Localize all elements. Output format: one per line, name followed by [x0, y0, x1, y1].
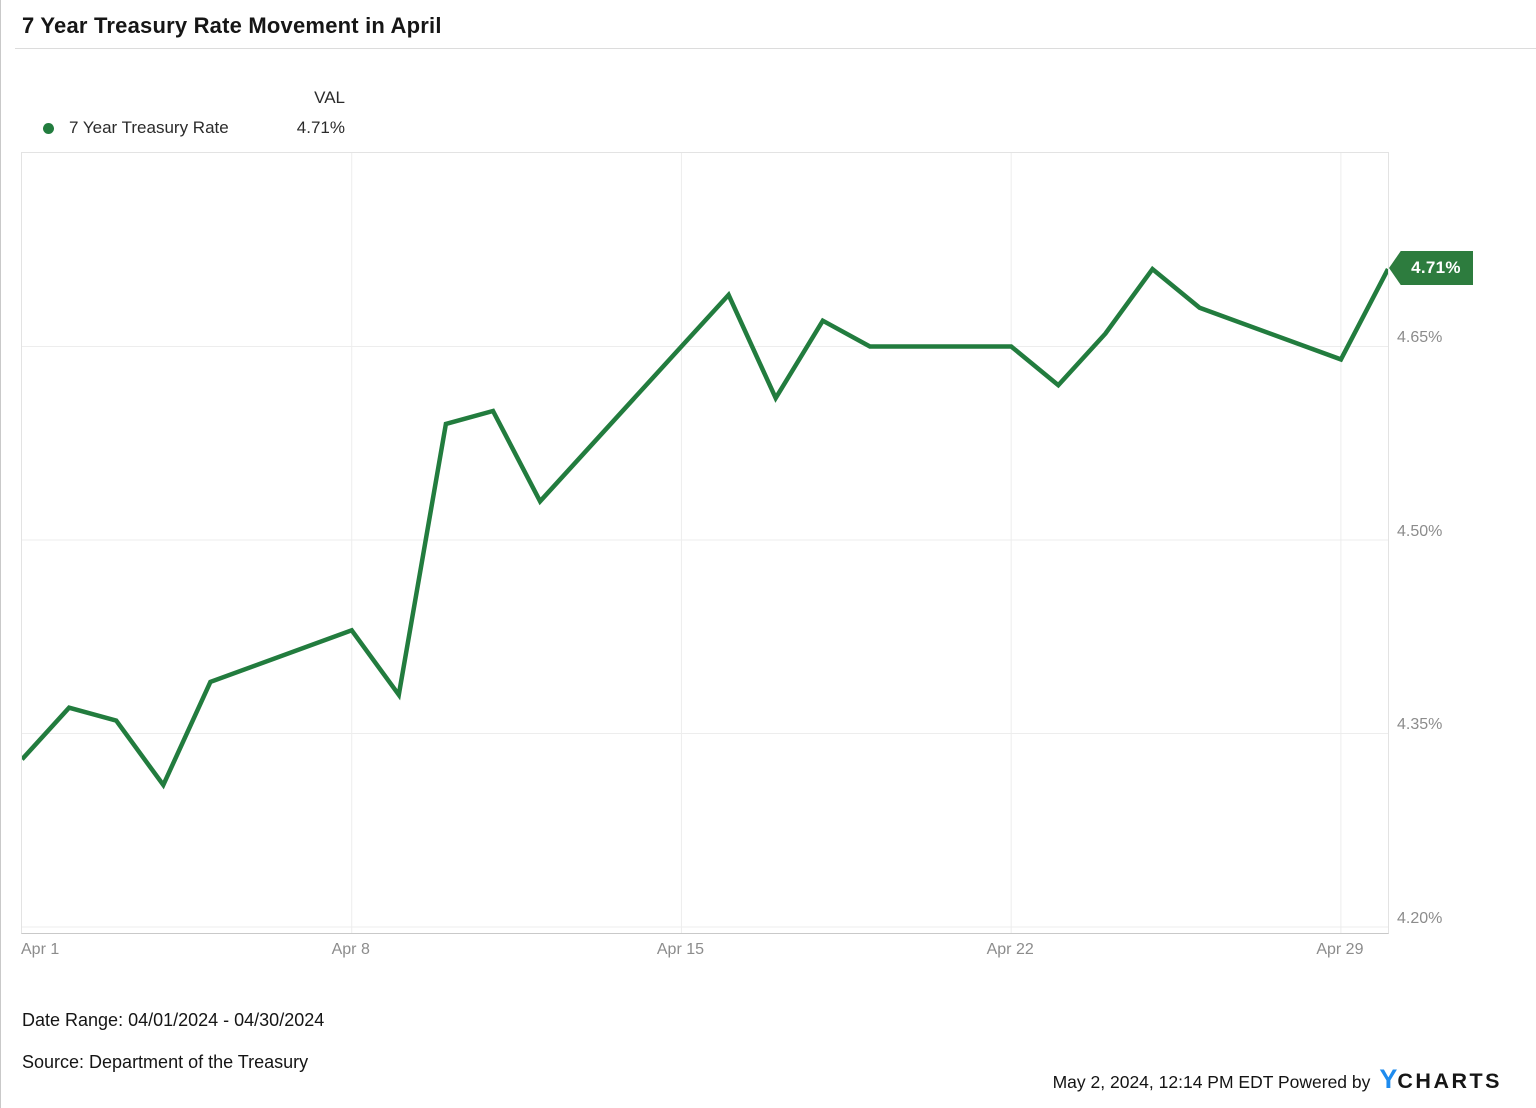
x-axis-tick-label: Apr 8 — [331, 941, 370, 958]
legend-val-header: VAL — [314, 88, 345, 107]
chart-plot-area[interactable] — [21, 152, 1389, 934]
timestamp-label: May 2, 2024, 12:14 PM EDT Powered by — [1052, 1072, 1371, 1092]
x-axis-tick-label: Apr 1 — [21, 941, 60, 958]
y-axis-tick-label: 4.35% — [1397, 716, 1443, 734]
title-divider — [15, 48, 1536, 49]
ycharts-logo[interactable]: Y CHARTS — [1379, 1066, 1502, 1093]
ycharts-wordmark: CHARTS — [1397, 1069, 1502, 1093]
legend-series-value: 4.71% — [296, 118, 345, 137]
treasury-rate-line-chart[interactable] — [22, 153, 1388, 933]
treasury-rate-line — [22, 265, 1388, 790]
y-axis-tick-label: 4.50% — [1397, 522, 1443, 540]
x-axis-tick-label: Apr 29 — [1316, 941, 1364, 958]
x-axis-tick-label: Apr 15 — [656, 941, 705, 958]
legend-series-label: 7 Year Treasury Rate — [69, 118, 229, 137]
y-axis-tick-label: 4.65% — [1397, 329, 1443, 347]
date-range-label: Date Range: 04/01/2024 - 04/30/2024 — [22, 1010, 325, 1030]
series-color-dot-icon — [43, 122, 54, 134]
last-value-badge: 4.71% — [1389, 251, 1473, 285]
source-label: Source: Department of the Treasury — [22, 1052, 309, 1072]
y-axis-tick-label: 4.20% — [1397, 909, 1443, 927]
legend-series-row: 7 Year Treasury Rate 4.71% — [41, 113, 345, 143]
x-axis-tick-label: Apr 22 — [986, 941, 1034, 958]
ycharts-y-icon: Y — [1379, 1064, 1398, 1094]
footer-attribution: May 2, 2024, 12:14 PM EDT Powered by Y CH… — [1053, 1066, 1502, 1093]
chart-legend: VAL 7 Year Treasury Rate 4.71% — [41, 83, 345, 143]
page-title: 7 Year Treasury Rate Movement in April — [22, 13, 442, 38]
